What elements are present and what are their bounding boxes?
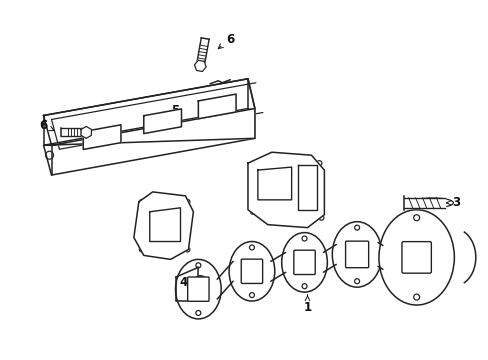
Text: 3: 3 [446,196,460,209]
Polygon shape [198,94,236,119]
Polygon shape [81,126,91,138]
Polygon shape [134,192,193,260]
Text: 1: 1 [303,295,311,314]
Ellipse shape [281,233,326,292]
Polygon shape [297,165,317,210]
Ellipse shape [229,242,274,301]
FancyBboxPatch shape [241,259,262,283]
Polygon shape [257,167,291,200]
Ellipse shape [194,276,206,289]
Ellipse shape [332,222,381,287]
FancyBboxPatch shape [345,241,368,268]
Ellipse shape [197,279,203,286]
Polygon shape [247,152,324,228]
Text: 6: 6 [218,33,234,49]
Text: 4: 4 [179,276,194,289]
Polygon shape [149,208,180,242]
FancyBboxPatch shape [401,242,430,273]
Polygon shape [194,60,206,72]
Polygon shape [403,198,445,208]
Text: 2: 2 [290,167,303,180]
FancyBboxPatch shape [187,277,209,301]
Ellipse shape [378,210,453,305]
FancyBboxPatch shape [293,250,315,275]
Polygon shape [43,79,254,145]
Text: 5: 5 [171,104,179,117]
Polygon shape [43,109,254,145]
Text: 2: 2 [156,211,171,224]
Text: 6: 6 [40,119,54,132]
Ellipse shape [175,260,221,319]
Polygon shape [143,109,181,134]
Polygon shape [83,125,121,149]
